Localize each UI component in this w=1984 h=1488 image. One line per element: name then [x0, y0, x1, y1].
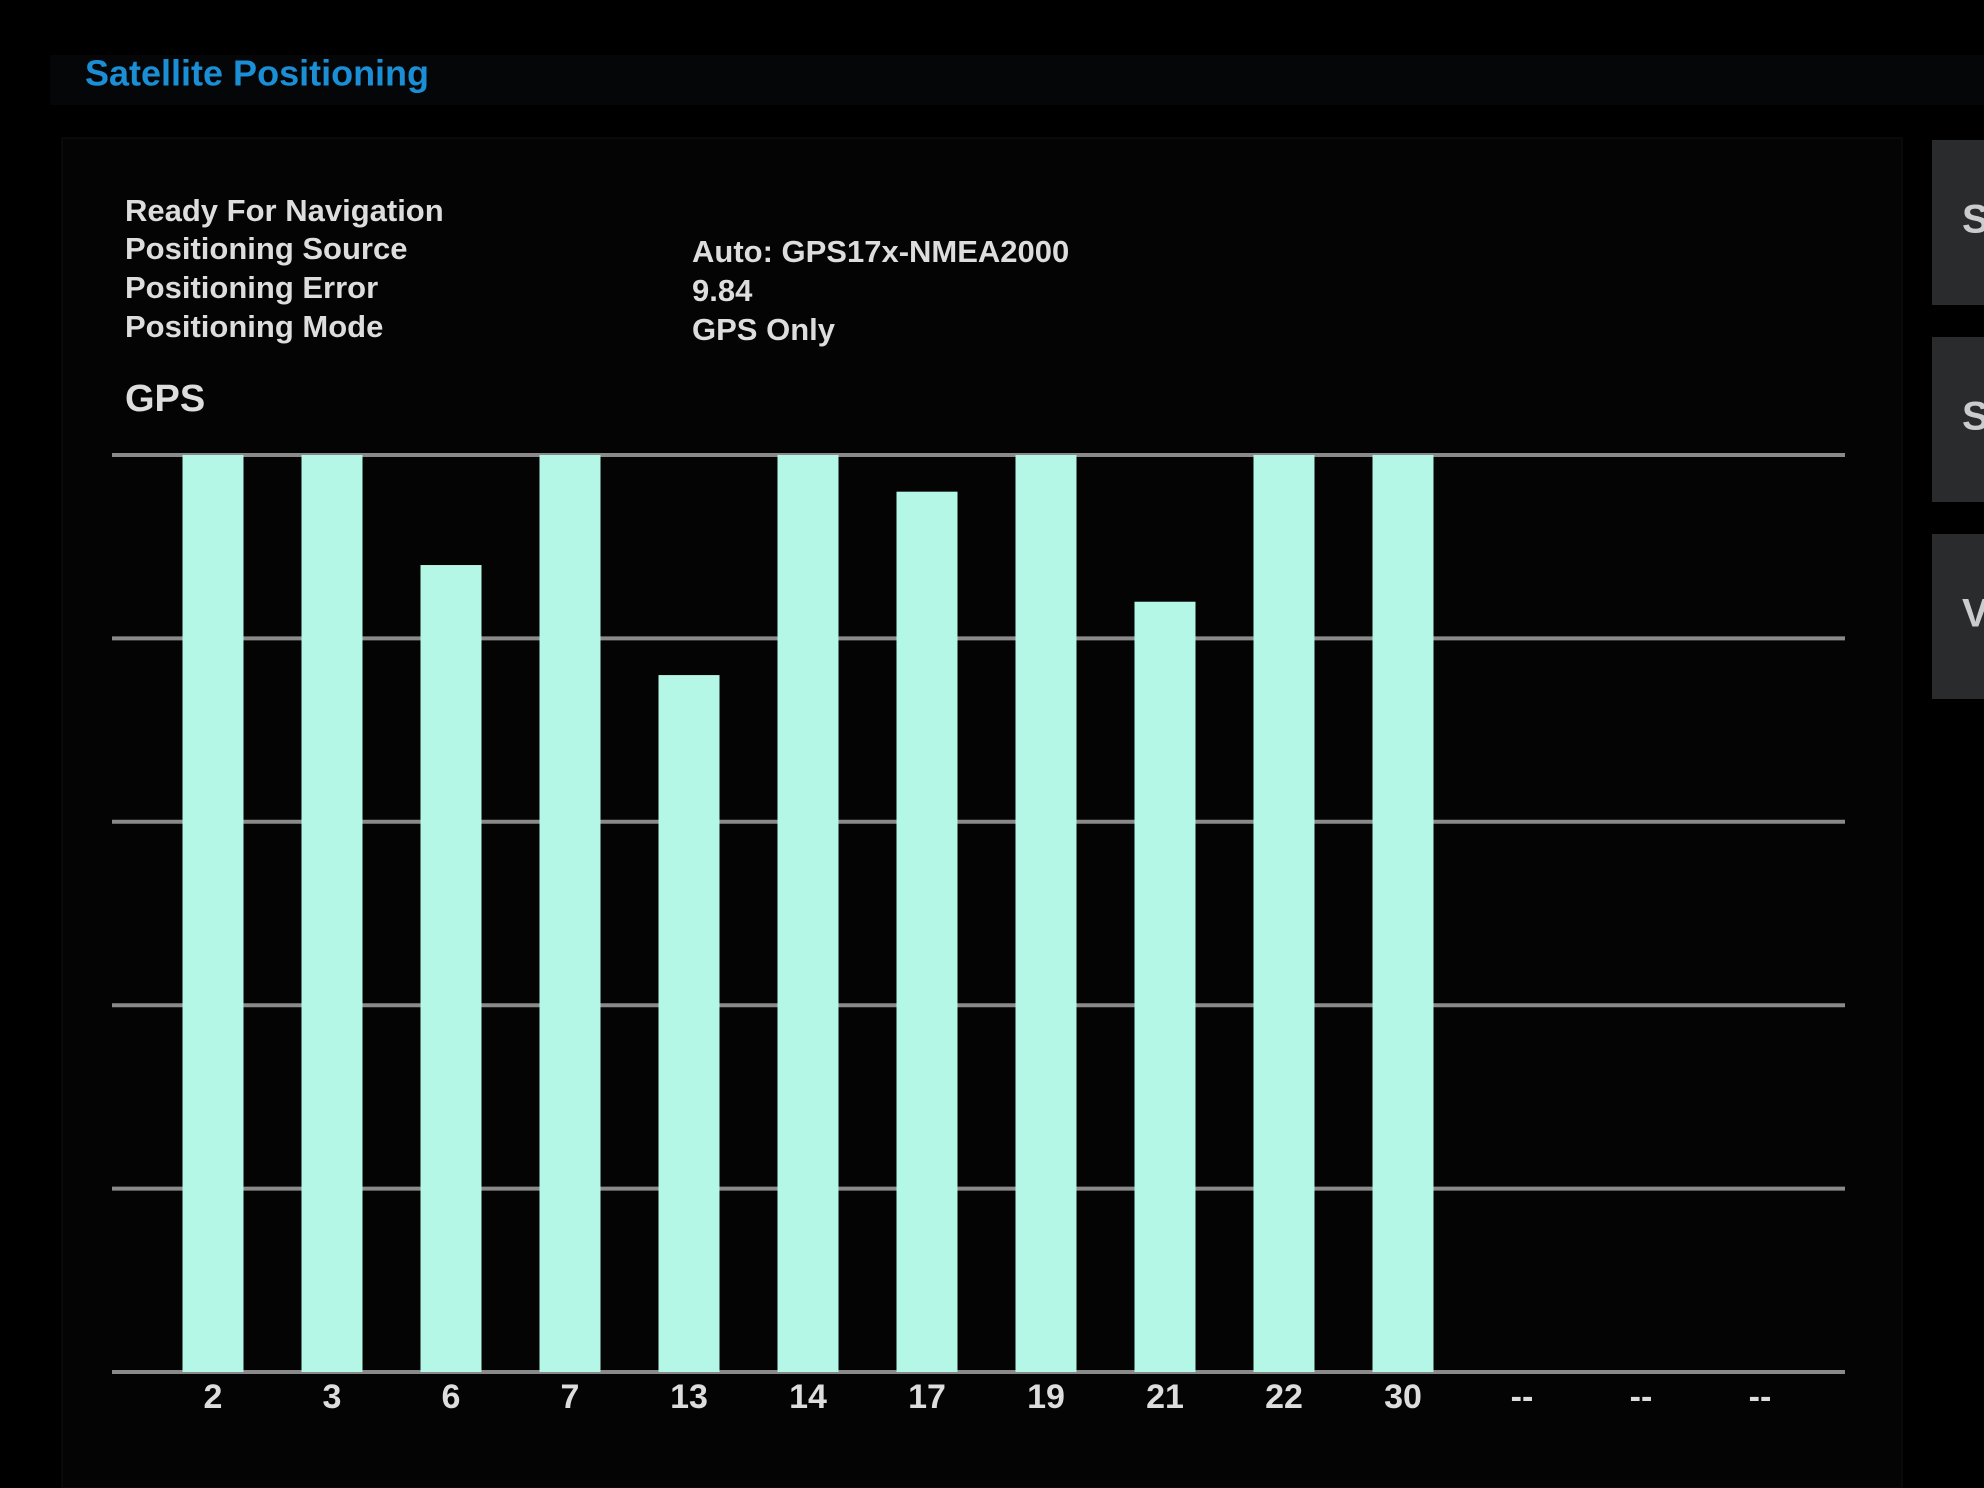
bar [1134, 601, 1196, 1372]
x-tick-label: 17 [908, 1378, 946, 1416]
status-value: GPS Only [692, 312, 836, 347]
screen-title: Satellite Positioning [85, 53, 429, 94]
status-label: Positioning Mode [125, 309, 383, 344]
bar [182, 455, 244, 1372]
side-button-label: S [1962, 395, 1984, 439]
side-button[interactable] [1932, 534, 1984, 699]
x-tick-label: -- [1511, 1378, 1534, 1416]
status-value: Auto: GPS17x-NMEA2000 [692, 234, 1069, 269]
side-button[interactable] [1932, 337, 1984, 502]
bar [777, 455, 839, 1372]
x-tick-label: 14 [789, 1378, 827, 1416]
bar [539, 455, 601, 1372]
x-tick-label: -- [1630, 1378, 1653, 1416]
status-label: Positioning Source [125, 231, 407, 266]
bar [1372, 455, 1434, 1372]
side-button[interactable] [1932, 140, 1984, 305]
bar [1015, 455, 1077, 1372]
x-tick-label: 22 [1265, 1378, 1303, 1416]
x-tick-label: 21 [1146, 1378, 1184, 1416]
side-button-label: V [1962, 592, 1984, 636]
x-tick-label: 13 [670, 1378, 708, 1416]
x-tick-label: 19 [1027, 1378, 1065, 1416]
bar [301, 455, 363, 1372]
x-tick-label: 3 [323, 1378, 342, 1416]
x-tick-label: 2 [204, 1378, 223, 1416]
x-tick-label: 7 [561, 1378, 580, 1416]
bar [658, 675, 720, 1372]
status-ready: Ready For Navigation [125, 193, 444, 228]
side-button-label: S [1962, 198, 1984, 242]
chart-title: GPS [125, 378, 205, 420]
status-value: 9.84 [692, 273, 753, 308]
x-tick-label: 30 [1384, 1378, 1422, 1416]
bar [420, 565, 482, 1372]
bar [1253, 455, 1315, 1372]
panel [61, 137, 1903, 1488]
status-label: Positioning Error [125, 270, 378, 305]
x-tick-label: -- [1749, 1378, 1772, 1416]
title-bar [50, 55, 1984, 105]
bar [896, 491, 958, 1372]
x-tick-label: 6 [442, 1378, 461, 1416]
